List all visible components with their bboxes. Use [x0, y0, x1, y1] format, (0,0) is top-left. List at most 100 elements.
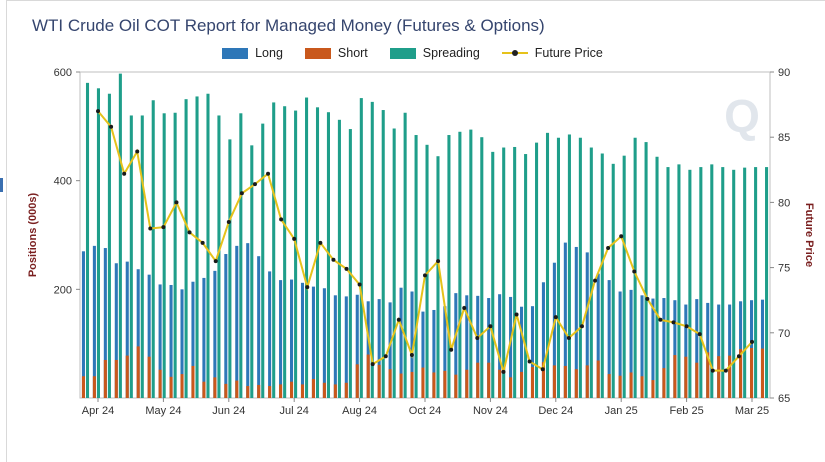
spreading-bar: [677, 164, 681, 398]
future-price-point: [239, 191, 244, 196]
y-axis-tick-label: 600: [54, 67, 72, 79]
spreading-bar: [535, 142, 539, 398]
y2-axis-tick-label: 80: [778, 197, 790, 209]
short-bar: [399, 373, 403, 398]
y2-axis-title: Future Price: [803, 203, 815, 267]
chart-frame: [6, 0, 825, 462]
watermark-logo: Q: [724, 90, 760, 142]
spreading-bar: [644, 142, 648, 398]
short-bar: [640, 376, 644, 398]
long-bar: [673, 300, 677, 398]
spreading-bar: [184, 99, 188, 399]
short-bar: [377, 364, 381, 398]
long-bar: [618, 291, 622, 398]
short-bar: [563, 365, 567, 398]
legend-swatch-spreading: [389, 47, 416, 59]
future-price-point: [566, 336, 571, 341]
future-price-point: [710, 368, 715, 373]
short-bar: [695, 362, 699, 398]
spreading-bar: [129, 115, 133, 398]
short-bar: [520, 371, 524, 398]
future-price-point: [396, 317, 401, 322]
short-bar: [432, 372, 436, 398]
short-bar: [344, 382, 348, 398]
long-bar: [454, 293, 458, 398]
future-price-point: [344, 266, 349, 271]
legend-label-future-price: Future Price: [534, 46, 603, 60]
future-price-point: [266, 171, 271, 176]
y-axis-title: Positions (000s): [27, 192, 39, 277]
spreading-bar: [567, 134, 571, 398]
long-bar: [541, 282, 545, 398]
future-price-point: [553, 315, 558, 320]
short-bar: [322, 382, 326, 398]
spreading-bar: [403, 112, 407, 398]
short-bar: [125, 355, 129, 398]
legend-item-long[interactable]: Long: [222, 46, 283, 60]
short-bar: [92, 376, 96, 398]
spreading-bar: [239, 113, 243, 398]
long-bar: [706, 302, 710, 398]
y-axis-tick-label: 400: [54, 176, 72, 188]
long-bar: [465, 295, 469, 398]
long-bar: [552, 262, 556, 398]
future-price-point: [684, 324, 689, 329]
short-bar: [268, 386, 272, 398]
future-price-point: [292, 236, 297, 241]
short-bar: [750, 348, 754, 398]
future-price-point: [619, 234, 624, 239]
spreading-bar: [261, 123, 265, 398]
future-price-point: [436, 259, 441, 264]
long-bar: [202, 277, 206, 398]
future-price-point: [409, 352, 414, 357]
future-price-point: [109, 124, 114, 129]
future-price-point: [488, 324, 493, 329]
spreading-bar: [96, 88, 100, 399]
short-bar: [311, 378, 315, 398]
long-bar: [717, 304, 721, 398]
legend-item-short[interactable]: Short: [304, 46, 368, 60]
x-axis-tick-label: Jul 24: [280, 405, 309, 417]
legend-item-spreading[interactable]: Spreading: [389, 46, 480, 60]
spreading-bar: [337, 119, 341, 399]
short-bar: [760, 348, 765, 398]
future-price-point: [96, 109, 100, 114]
future-price-point: [750, 339, 754, 344]
short-bar: [585, 365, 589, 398]
short-bar: [706, 352, 710, 398]
short-bar: [629, 372, 633, 398]
long-bar: [158, 284, 162, 398]
long-bar: [279, 280, 283, 398]
spreading-bar: [348, 129, 352, 399]
future-price-point: [305, 285, 310, 290]
legend-item-future-price[interactable]: Future Price: [501, 46, 603, 60]
short-bar: [443, 370, 447, 398]
long-bar: [191, 281, 195, 398]
spreading-bar: [85, 82, 90, 398]
spreading-bar: [699, 167, 703, 398]
spreading-bar: [294, 110, 298, 399]
future-price-point: [174, 200, 179, 205]
legend-swatch-long: [222, 47, 249, 59]
x-axis-tick-label: Jun 24: [212, 405, 245, 417]
long-bar: [388, 302, 392, 398]
short-bar: [224, 383, 228, 398]
legend-label-short: Short: [337, 46, 368, 60]
spreading-bar: [217, 115, 221, 398]
spreading-bar: [140, 115, 144, 398]
long-bar: [684, 304, 688, 398]
short-bar: [180, 374, 184, 398]
future-price-point: [671, 320, 676, 325]
spreading-bar: [524, 154, 528, 398]
future-price-point: [370, 362, 375, 367]
spreading-bar: [754, 167, 758, 398]
future-price-point: [645, 296, 650, 301]
short-bar: [454, 374, 458, 398]
spreading-bar: [162, 113, 166, 398]
short-bar: [114, 359, 118, 398]
spreading-bar: [447, 135, 451, 398]
long-bar: [432, 309, 436, 398]
spreading-bar: [425, 144, 429, 398]
x-axis-tick-label: Dec 24: [538, 405, 573, 417]
